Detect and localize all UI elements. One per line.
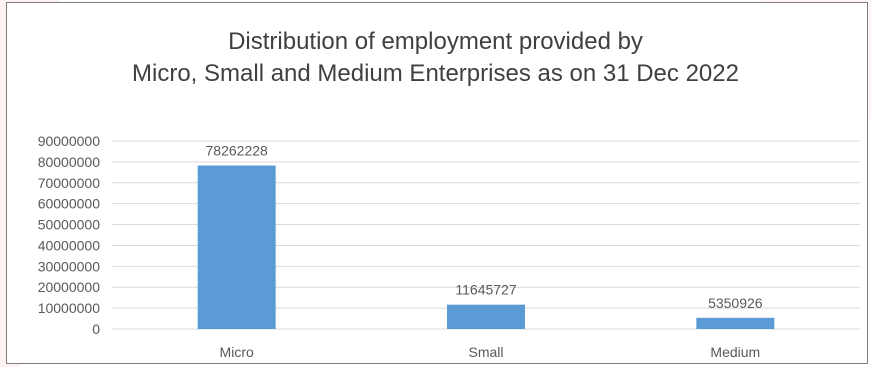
y-tick-label: 60000000 (38, 196, 101, 212)
chart-title: Distribution of employment provided by M… (0, 26, 871, 90)
y-tick-label: 10000000 (38, 300, 101, 316)
x-tick-label: Micro (220, 344, 254, 360)
data-label: 5350926 (708, 295, 763, 311)
chart-title-line-1: Distribution of employment provided by (228, 28, 643, 55)
data-label: 78262228 (206, 143, 269, 159)
data-label: 11645727 (455, 282, 516, 298)
y-tick-label: 70000000 (38, 175, 101, 191)
y-tick-label: 30000000 (38, 258, 101, 274)
bar (696, 317, 775, 329)
y-tick-label: 50000000 (38, 217, 101, 233)
y-tick-label: 80000000 (38, 154, 101, 170)
bar (197, 165, 276, 329)
bar (447, 304, 525, 329)
y-tick-label: 0 (92, 321, 100, 337)
x-tick-label: Small (468, 344, 503, 360)
y-tick-label: 20000000 (38, 279, 101, 295)
x-tick-label: Medium (710, 344, 760, 360)
y-tick-label: 40000000 (38, 237, 101, 253)
y-tick-label: 90000000 (38, 133, 101, 149)
chart-title-line-2: Micro, Small and Medium Enterprises as o… (132, 60, 739, 87)
